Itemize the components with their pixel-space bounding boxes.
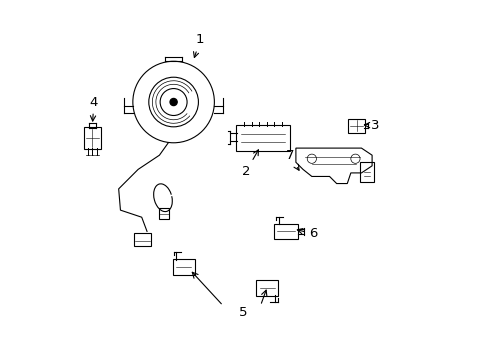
- Text: 5: 5: [238, 306, 246, 319]
- Text: 7: 7: [285, 149, 299, 170]
- Text: 4: 4: [89, 95, 98, 121]
- Circle shape: [170, 99, 177, 105]
- Text: 1: 1: [193, 33, 204, 58]
- Text: 3: 3: [364, 118, 379, 131]
- Text: 2: 2: [242, 150, 258, 177]
- Text: 6: 6: [297, 228, 317, 240]
